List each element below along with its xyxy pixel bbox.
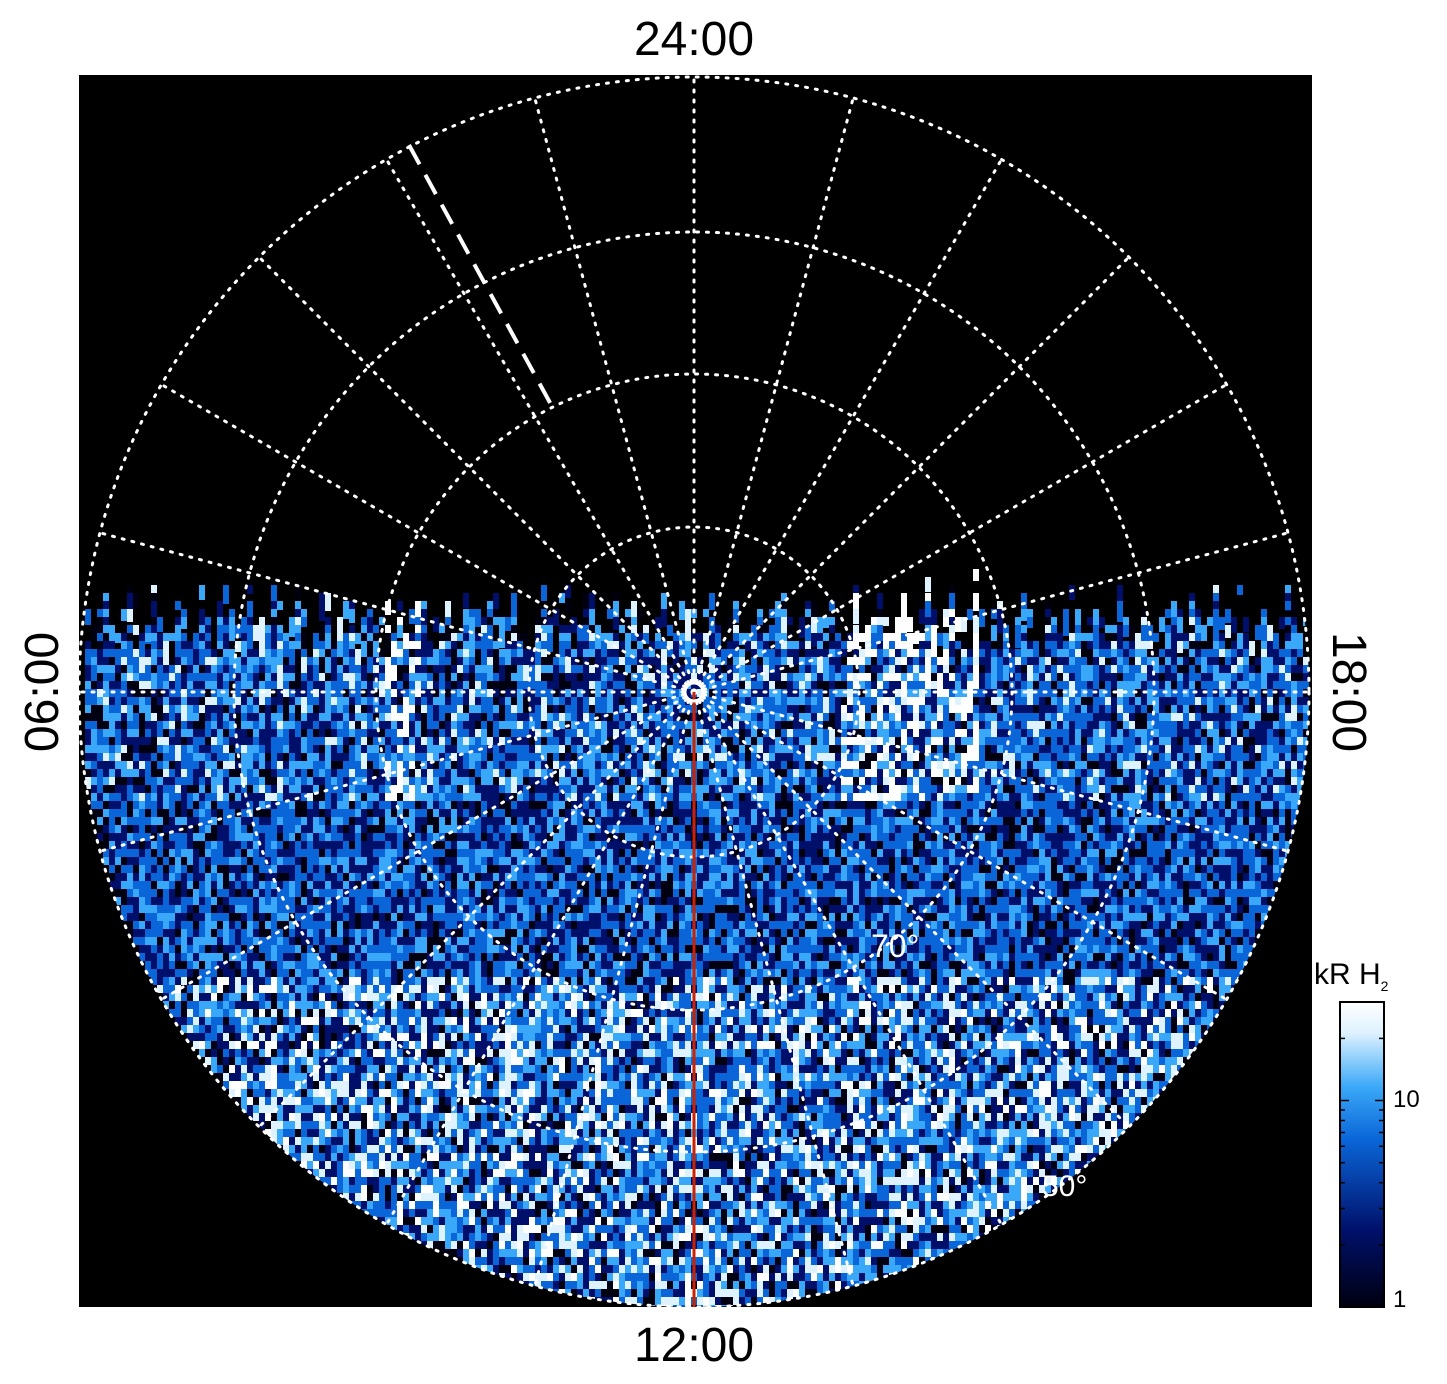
ring-label-70: 70° xyxy=(871,928,919,964)
dashed-reference-line xyxy=(407,144,556,411)
polar-auroral-map: 70° 50° xyxy=(79,75,1312,1307)
colorbar xyxy=(1339,1001,1385,1308)
time-label-18: 18:00 xyxy=(1322,631,1375,753)
colorbar-tick-10: 10 xyxy=(1393,1086,1420,1113)
pole-marker-icon xyxy=(683,681,705,703)
colorbar-tick-1: 1 xyxy=(1393,1286,1407,1313)
time-label-06: 06:00 xyxy=(16,631,69,753)
colorbar-title-main: kR H xyxy=(1314,958,1381,991)
time-label-24: 24:00 xyxy=(633,13,755,66)
colorbar-minor-ticks xyxy=(1340,1001,1384,1308)
ring-label-50: 50° xyxy=(1042,1170,1087,1203)
colorbar-title-subscript: 2 xyxy=(1380,978,1389,994)
colorbar-gradient xyxy=(1339,1001,1385,1308)
time-label-12: 12:00 xyxy=(633,1319,755,1372)
colorbar-title: kR H2 xyxy=(1314,958,1388,994)
